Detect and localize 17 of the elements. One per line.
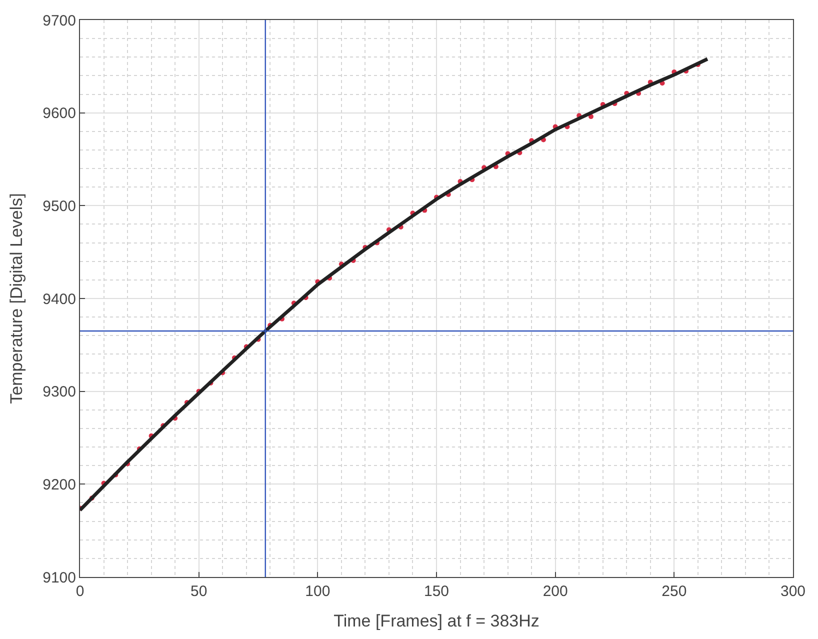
y-tick-label: 9700	[42, 12, 76, 30]
x-tick-label: 50	[190, 583, 208, 600]
x-tick-label: 250	[662, 583, 687, 600]
y-tick-label: 9200	[42, 476, 76, 494]
x-tick-label: 200	[542, 583, 568, 600]
y-tick-label: 9100	[42, 569, 76, 586]
y-tick-label: 9500	[42, 198, 76, 215]
x-tick-label: 300	[780, 583, 806, 600]
x-tick-label: 150	[424, 583, 450, 600]
x-tick-label: 0	[76, 583, 84, 600]
y-tick-label: 9400	[42, 290, 76, 308]
line-series	[80, 57, 710, 512]
y-tick-label: 9600	[42, 105, 76, 122]
x-axis-title: Time [Frames] at f = 383Hz	[334, 611, 540, 630]
x-tick-label: 100	[305, 583, 330, 600]
y-tick-label: 9300	[42, 384, 76, 401]
y-axis-title: Temperature [Digital Levels]	[7, 193, 26, 404]
